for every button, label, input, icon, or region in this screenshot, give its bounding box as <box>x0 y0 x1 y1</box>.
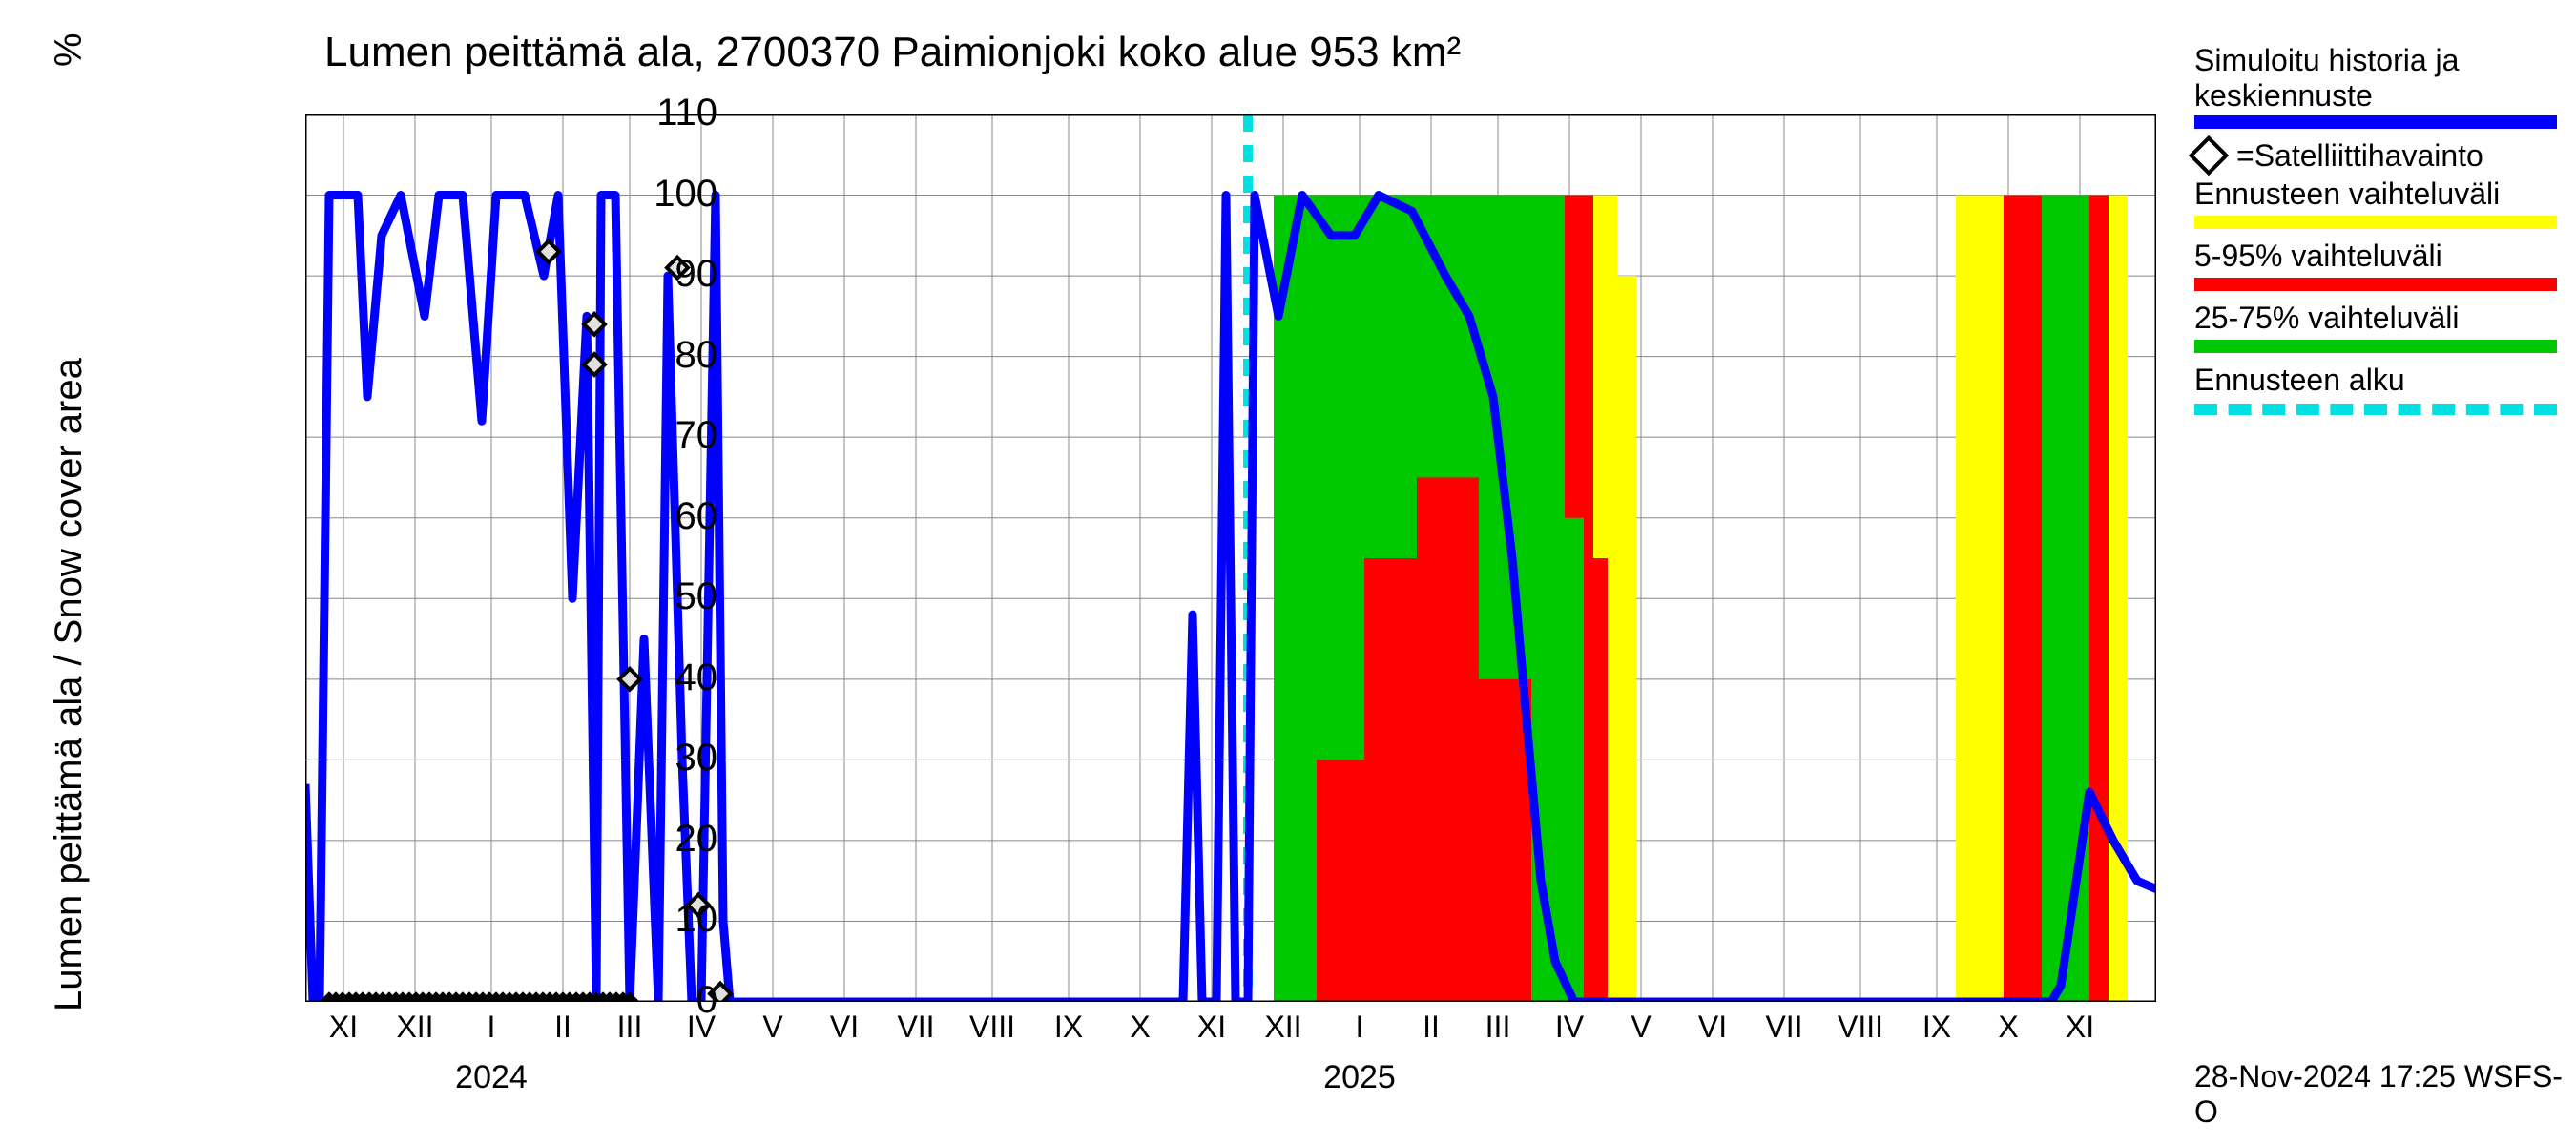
x-tick-label: IX <box>1054 1010 1083 1045</box>
legend-forecast-start: Ennusteen alku <box>2194 363 2566 398</box>
legend-sim-line1: Simuloitu historia ja <box>2194 43 2566 78</box>
x-tick-label: I <box>1356 1010 1364 1045</box>
footer-timestamp: 28-Nov-2024 17:25 WSFS-O <box>2194 1059 2576 1130</box>
y-tick-label: 110 <box>298 92 717 135</box>
y-tick-label: 40 <box>298 656 717 699</box>
x-tick-label: X <box>1998 1010 2018 1045</box>
legend-satellite: =Satelliittihavainto <box>2194 138 2566 174</box>
chart-stage: Lumen peittämä ala, 2700370 Paimionjoki … <box>0 0 2576 1145</box>
legend-satellite-label: =Satelliittihavainto <box>2236 138 2483 174</box>
plot-area <box>305 114 2156 1002</box>
x-tick-label: III <box>617 1010 643 1045</box>
y-tick-label: 60 <box>298 495 717 538</box>
legend-blue-bar <box>2194 115 2557 129</box>
x-tick-label: XII <box>396 1010 433 1045</box>
x-tick-label: VII <box>897 1010 934 1045</box>
x-tick-label: IV <box>687 1010 716 1045</box>
x-tick-label: VII <box>1765 1010 1802 1045</box>
y-tick-label: 100 <box>298 173 717 216</box>
y-axis-unit: % <box>48 32 91 67</box>
y-axis-label: Lumen peittämä ala / Snow cover area <box>48 358 91 1011</box>
x-tick-label: XI <box>1197 1010 1226 1045</box>
legend: Simuloitu historia ja keskiennuste =Sate… <box>2194 43 2566 425</box>
year-label: 2025 <box>1323 1059 1396 1096</box>
y-tick-label: 30 <box>298 737 717 780</box>
x-tick-label: III <box>1485 1010 1511 1045</box>
legend-range-25-75: 25-75% vaihteluväli <box>2194 301 2566 336</box>
legend-red-bar <box>2194 278 2557 291</box>
x-tick-label: X <box>1130 1010 1150 1045</box>
x-tick-label: IV <box>1555 1010 1584 1045</box>
x-tick-label: VI <box>830 1010 859 1045</box>
legend-range-5-95: 5-95% vaihteluväli <box>2194 239 2566 274</box>
x-tick-label: VI <box>1698 1010 1727 1045</box>
x-tick-label: I <box>488 1010 496 1045</box>
legend-cyan-dashed <box>2194 404 2557 415</box>
y-tick-label: 20 <box>298 818 717 861</box>
x-tick-label: II <box>554 1010 571 1045</box>
x-tick-label: XI <box>2066 1010 2094 1045</box>
legend-yellow-bar <box>2194 216 2557 229</box>
x-tick-label: XII <box>1264 1010 1301 1045</box>
y-tick-label: 90 <box>298 253 717 296</box>
legend-sim-line2: keskiennuste <box>2194 78 2566 114</box>
chart-title: Lumen peittämä ala, 2700370 Paimionjoki … <box>324 29 1461 76</box>
x-tick-label: VIII <box>1838 1010 1883 1045</box>
x-tick-label: IX <box>1922 1010 1951 1045</box>
legend-green-bar <box>2194 340 2557 353</box>
y-tick-label: 0 <box>298 979 717 1022</box>
y-tick-label: 80 <box>298 334 717 377</box>
x-tick-label: V <box>762 1010 782 1045</box>
legend-range-full: Ennusteen vaihteluväli <box>2194 177 2566 212</box>
y-tick-label: 50 <box>298 575 717 618</box>
y-tick-label: 10 <box>298 898 717 941</box>
y-tick-label: 70 <box>298 414 717 457</box>
year-label: 2024 <box>455 1059 528 1096</box>
x-tick-label: VIII <box>969 1010 1015 1045</box>
x-tick-label: V <box>1631 1010 1651 1045</box>
x-tick-label: XI <box>329 1010 358 1045</box>
x-tick-label: II <box>1423 1010 1440 1045</box>
diamond-icon <box>2189 135 2229 176</box>
chart-svg <box>305 114 2156 1002</box>
